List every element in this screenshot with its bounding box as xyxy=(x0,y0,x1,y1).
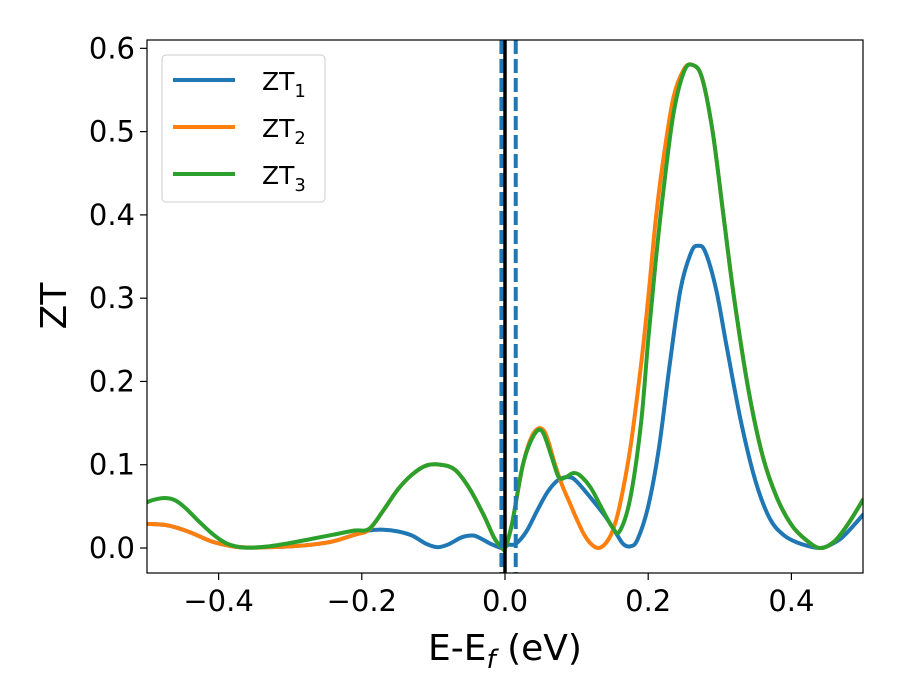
legend-label-zt1: ZT1 xyxy=(262,67,306,102)
legend-label-zt3: ZT3 xyxy=(262,161,306,196)
y-tick-label: 0.1 xyxy=(89,448,135,482)
x-tick-label: 0.4 xyxy=(768,584,814,618)
y-axis-title: ZT xyxy=(34,282,75,330)
y-tick-label: 0.3 xyxy=(89,281,135,315)
x-tick-label: −0.4 xyxy=(183,584,253,618)
x-tick-label: 0.0 xyxy=(482,584,528,618)
y-tick-label: 0.2 xyxy=(89,364,135,398)
x-tick-label: 0.2 xyxy=(625,584,671,618)
vertical-lines xyxy=(499,40,518,573)
x-axis-ticks: −0.4 −0.2 0.0 0.2 0.4 xyxy=(183,573,814,618)
series-line-zt3 xyxy=(147,62,863,552)
y-tick-label: 0.4 xyxy=(89,198,135,232)
y-tick-label: 0.5 xyxy=(89,115,135,149)
y-axis-ticks: 0.0 0.1 0.2 0.3 0.4 0.5 0.6 xyxy=(89,31,147,565)
legend: ZT1 ZT2 ZT3 xyxy=(161,54,326,203)
y-tick-label: 0.0 xyxy=(89,531,135,565)
legend-box xyxy=(161,54,326,203)
series-layer xyxy=(147,62,863,552)
y-tick-label: 0.6 xyxy=(89,31,135,65)
x-axis-title: E-Ef (eV) xyxy=(428,628,582,675)
legend-label-zt2: ZT2 xyxy=(262,114,306,149)
x-tick-label: −0.2 xyxy=(327,584,397,618)
